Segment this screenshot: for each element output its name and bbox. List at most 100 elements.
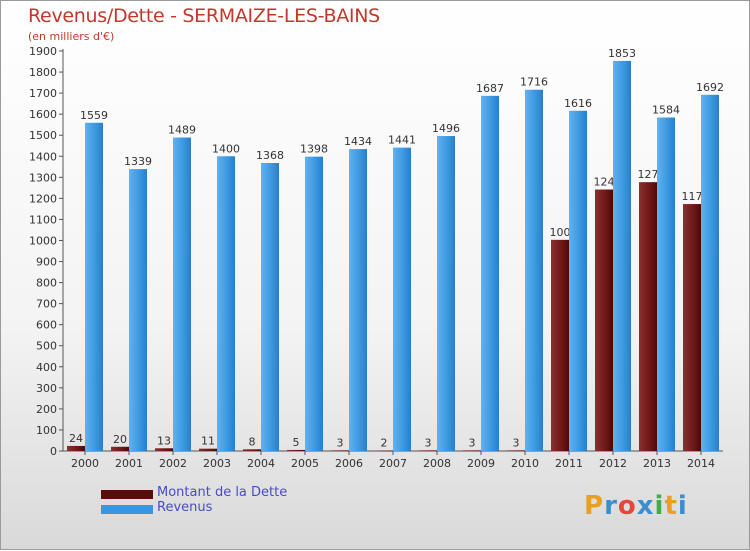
y-tick-label: 1000	[29, 234, 57, 247]
data-label-debt: 100	[550, 226, 571, 239]
legend-swatch-revenue	[101, 505, 153, 514]
y-tick-label: 1700	[29, 87, 57, 100]
bar-revenue	[217, 156, 235, 451]
bar-revenue	[657, 117, 675, 452]
y-tick-label: 200	[36, 403, 57, 416]
x-tick-label: 2005	[291, 457, 319, 470]
logo-letter: i	[654, 491, 665, 521]
data-label-revenue: 1584	[652, 104, 680, 117]
bar-debt	[419, 450, 437, 452]
data-label-revenue: 1368	[256, 149, 284, 162]
y-tick-label: 1400	[29, 150, 57, 163]
y-tick-label: 500	[36, 340, 57, 353]
bar-debt	[155, 448, 173, 451]
data-label-debt: 8	[249, 435, 256, 448]
chart-title: Revenus/Dette - SERMAIZE-LES-BAINS	[28, 5, 380, 27]
y-tick-label: 900	[36, 256, 57, 269]
bar-revenue	[569, 110, 587, 451]
bar-revenue	[261, 163, 279, 451]
data-label-revenue: 1434	[344, 135, 372, 148]
bar-revenue	[393, 147, 411, 451]
data-label-debt: 5	[293, 436, 300, 449]
x-tick-label: 2001	[115, 457, 143, 470]
data-label-debt: 11	[201, 435, 215, 448]
legend-label-revenue: Revenus	[157, 500, 213, 515]
data-label-debt: 3	[337, 436, 344, 449]
x-tick-label: 2012	[599, 457, 627, 470]
x-tick-label: 2008	[423, 457, 451, 470]
bar-revenue	[613, 60, 631, 451]
bar-debt	[199, 448, 217, 451]
data-label-debt: 124	[594, 176, 615, 189]
y-tick-label: 1300	[29, 171, 57, 184]
proxiti-logo: Proxiti	[584, 491, 688, 521]
bar-debt	[111, 446, 129, 451]
y-tick-label: 1100	[29, 213, 57, 226]
y-tick-label: 700	[36, 298, 57, 311]
y-tick-label: 800	[36, 277, 57, 290]
data-label-revenue: 1441	[388, 134, 416, 147]
bar-revenue	[437, 136, 455, 452]
data-label-debt: 20	[113, 433, 127, 446]
bar-debt	[639, 182, 657, 451]
bar-debt	[683, 204, 701, 451]
bar-debt	[67, 445, 85, 451]
bar-revenue	[349, 149, 367, 451]
bar-revenue	[701, 94, 719, 451]
y-tick-label: 1200	[29, 192, 57, 205]
data-label-revenue: 1559	[80, 109, 108, 122]
logo-letter: x	[636, 491, 655, 521]
data-label-debt: 3	[513, 436, 520, 449]
bar-revenue	[525, 89, 543, 451]
data-label-revenue: 1489	[168, 124, 196, 137]
x-tick-label: 2013	[643, 457, 671, 470]
bar-debt	[243, 449, 261, 451]
data-label-revenue: 1687	[476, 82, 504, 95]
bar-debt	[507, 450, 525, 452]
data-label-revenue: 1496	[432, 122, 460, 135]
bar-revenue	[129, 169, 147, 451]
y-tick-label: 1500	[29, 129, 57, 142]
bar-debt	[595, 189, 613, 452]
bar-debt	[331, 450, 349, 452]
x-tick-label: 2003	[203, 457, 231, 470]
bar-revenue	[173, 137, 191, 452]
x-tick-label: 2007	[379, 457, 407, 470]
data-label-debt: 117	[682, 190, 703, 203]
logo-letter: i	[677, 491, 688, 521]
y-tick-label: 600	[36, 319, 57, 332]
data-label-debt: 24	[69, 432, 83, 445]
data-label-revenue: 1716	[520, 76, 548, 89]
x-tick-label: 2010	[511, 457, 539, 470]
bar-debt	[463, 450, 481, 452]
data-label-revenue: 1398	[300, 143, 328, 156]
x-tick-label: 2000	[71, 457, 99, 470]
data-label-revenue: 1339	[124, 155, 152, 168]
logo-letter: o	[617, 491, 637, 521]
bar-revenue	[305, 156, 323, 451]
data-label-debt: 127	[638, 168, 659, 181]
x-tick-label: 2006	[335, 457, 363, 470]
x-tick-label: 2009	[467, 457, 495, 470]
legend-label-debt: Montant de la Dette	[157, 485, 288, 500]
logo-letter: t	[664, 491, 678, 521]
bar-revenue	[85, 122, 103, 451]
x-tick-label: 2004	[247, 457, 275, 470]
data-label-revenue: 1400	[212, 142, 240, 155]
bar-debt	[287, 449, 305, 451]
data-label-debt: 2	[381, 437, 388, 450]
bar-revenue	[481, 95, 499, 451]
chart-subtitle: (en milliers d'€)	[28, 30, 115, 43]
y-tick-label: 400	[36, 361, 57, 374]
y-tick-label: 1900	[29, 45, 57, 58]
x-tick-label: 2014	[687, 457, 715, 470]
legend-swatch-debt	[101, 490, 153, 499]
x-tick-label: 2002	[159, 457, 187, 470]
y-tick-label: 100	[36, 424, 57, 437]
data-label-revenue: 1616	[564, 97, 592, 110]
x-tick-label: 2011	[555, 457, 583, 470]
data-label-revenue: 1853	[608, 47, 636, 60]
y-tick-label: 300	[36, 382, 57, 395]
